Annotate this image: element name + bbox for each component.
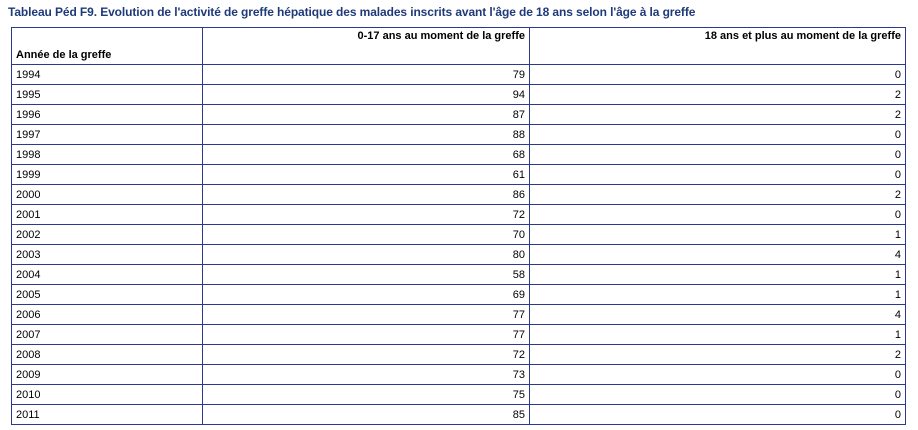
cell-age-0-17: 87 <box>202 104 530 125</box>
table-row: 2001 72 0 <box>11 204 906 225</box>
table-row: 2003 80 4 <box>11 244 906 265</box>
cell-age-18-plus: 2 <box>529 104 906 125</box>
cell-age-0-17: 86 <box>202 184 530 205</box>
header-age-18-plus: 18 ans et plus au moment de la greffe <box>529 27 906 65</box>
cell-age-0-17: 58 <box>202 264 530 285</box>
cell-year: 2007 <box>11 324 203 345</box>
table-row: 2008 72 2 <box>11 344 906 365</box>
table-row: 2006 77 4 <box>11 304 906 325</box>
cell-age-0-17: 85 <box>202 404 530 425</box>
table-row: 1995 94 2 <box>11 84 906 105</box>
table-row: 1999 61 0 <box>11 164 906 185</box>
cell-year: 2004 <box>11 264 203 285</box>
cell-year: 2005 <box>11 284 203 305</box>
header-age-0-17: 0-17 ans au moment de la greffe <box>202 27 530 65</box>
cell-age-18-plus: 1 <box>529 284 906 305</box>
cell-age-18-plus: 0 <box>529 364 906 385</box>
cell-year: 2003 <box>11 244 203 265</box>
table-body: 1994 79 0 1995 94 2 1996 87 2 1997 88 0 1998 68 0 1999 6… <box>11 64 906 425</box>
table-row: 2011 85 0 <box>11 404 906 425</box>
cell-age-0-17: 79 <box>202 64 530 85</box>
cell-year: 2008 <box>11 344 203 365</box>
cell-year: 2006 <box>11 304 203 325</box>
cell-age-0-17: 73 <box>202 364 530 385</box>
cell-age-18-plus: 0 <box>529 384 906 405</box>
cell-year: 1999 <box>11 164 203 185</box>
table-row: 1998 68 0 <box>11 144 906 165</box>
cell-age-18-plus: 2 <box>529 344 906 365</box>
cell-age-18-plus: 0 <box>529 144 906 165</box>
cell-age-0-17: 72 <box>202 204 530 225</box>
cell-year: 1998 <box>11 144 203 165</box>
table-row: 1996 87 2 <box>11 104 906 125</box>
header-row: Année de la greffe 0-17 ans au moment de… <box>11 27 906 65</box>
cell-year: 1994 <box>11 64 203 85</box>
cell-age-0-17: 68 <box>202 144 530 165</box>
cell-age-0-17: 75 <box>202 384 530 405</box>
cell-year: 2009 <box>11 364 203 385</box>
table-row: 2002 70 1 <box>11 224 906 245</box>
cell-year: 2010 <box>11 384 203 405</box>
cell-age-18-plus: 1 <box>529 264 906 285</box>
cell-age-0-17: 77 <box>202 304 530 325</box>
cell-age-18-plus: 0 <box>529 404 906 425</box>
cell-age-18-plus: 2 <box>529 84 906 105</box>
cell-age-18-plus: 4 <box>529 244 906 265</box>
cell-age-0-17: 61 <box>202 164 530 185</box>
cell-year: 1997 <box>11 124 203 145</box>
cell-age-0-17: 70 <box>202 224 530 245</box>
table-row: 2005 69 1 <box>11 284 906 305</box>
cell-age-0-17: 69 <box>202 284 530 305</box>
table-row: 2000 86 2 <box>11 184 906 205</box>
table-row: 2010 75 0 <box>11 384 906 405</box>
cell-year: 2002 <box>11 224 203 245</box>
cell-age-18-plus: 0 <box>529 64 906 85</box>
cell-age-0-17: 94 <box>202 84 530 105</box>
cell-year: 2000 <box>11 184 203 205</box>
cell-age-18-plus: 0 <box>529 124 906 145</box>
cell-age-18-plus: 0 <box>529 204 906 225</box>
table-row: 1994 79 0 <box>11 64 906 85</box>
cell-age-0-17: 77 <box>202 324 530 345</box>
table-row: 2004 58 1 <box>11 264 906 285</box>
cell-age-0-17: 72 <box>202 344 530 365</box>
cell-age-18-plus: 1 <box>529 324 906 345</box>
table-caption: Tableau Péd F9. Evolution de l'activité … <box>8 5 696 19</box>
cell-year: 1996 <box>11 104 203 125</box>
cell-year: 2011 <box>11 404 203 425</box>
header-year: Année de la greffe <box>11 27 203 65</box>
cell-age-18-plus: 1 <box>529 224 906 245</box>
cell-age-18-plus: 4 <box>529 304 906 325</box>
cell-year: 1995 <box>11 84 203 105</box>
table-row: 2007 77 1 <box>11 324 906 345</box>
graft-activity-table: Année de la greffe 0-17 ans au moment de… <box>11 27 906 425</box>
cell-age-18-plus: 0 <box>529 164 906 185</box>
table-row: 2009 73 0 <box>11 364 906 385</box>
cell-age-0-17: 80 <box>202 244 530 265</box>
cell-age-0-17: 88 <box>202 124 530 145</box>
cell-year: 2001 <box>11 204 203 225</box>
table-row: 1997 88 0 <box>11 124 906 145</box>
cell-age-18-plus: 2 <box>529 184 906 205</box>
